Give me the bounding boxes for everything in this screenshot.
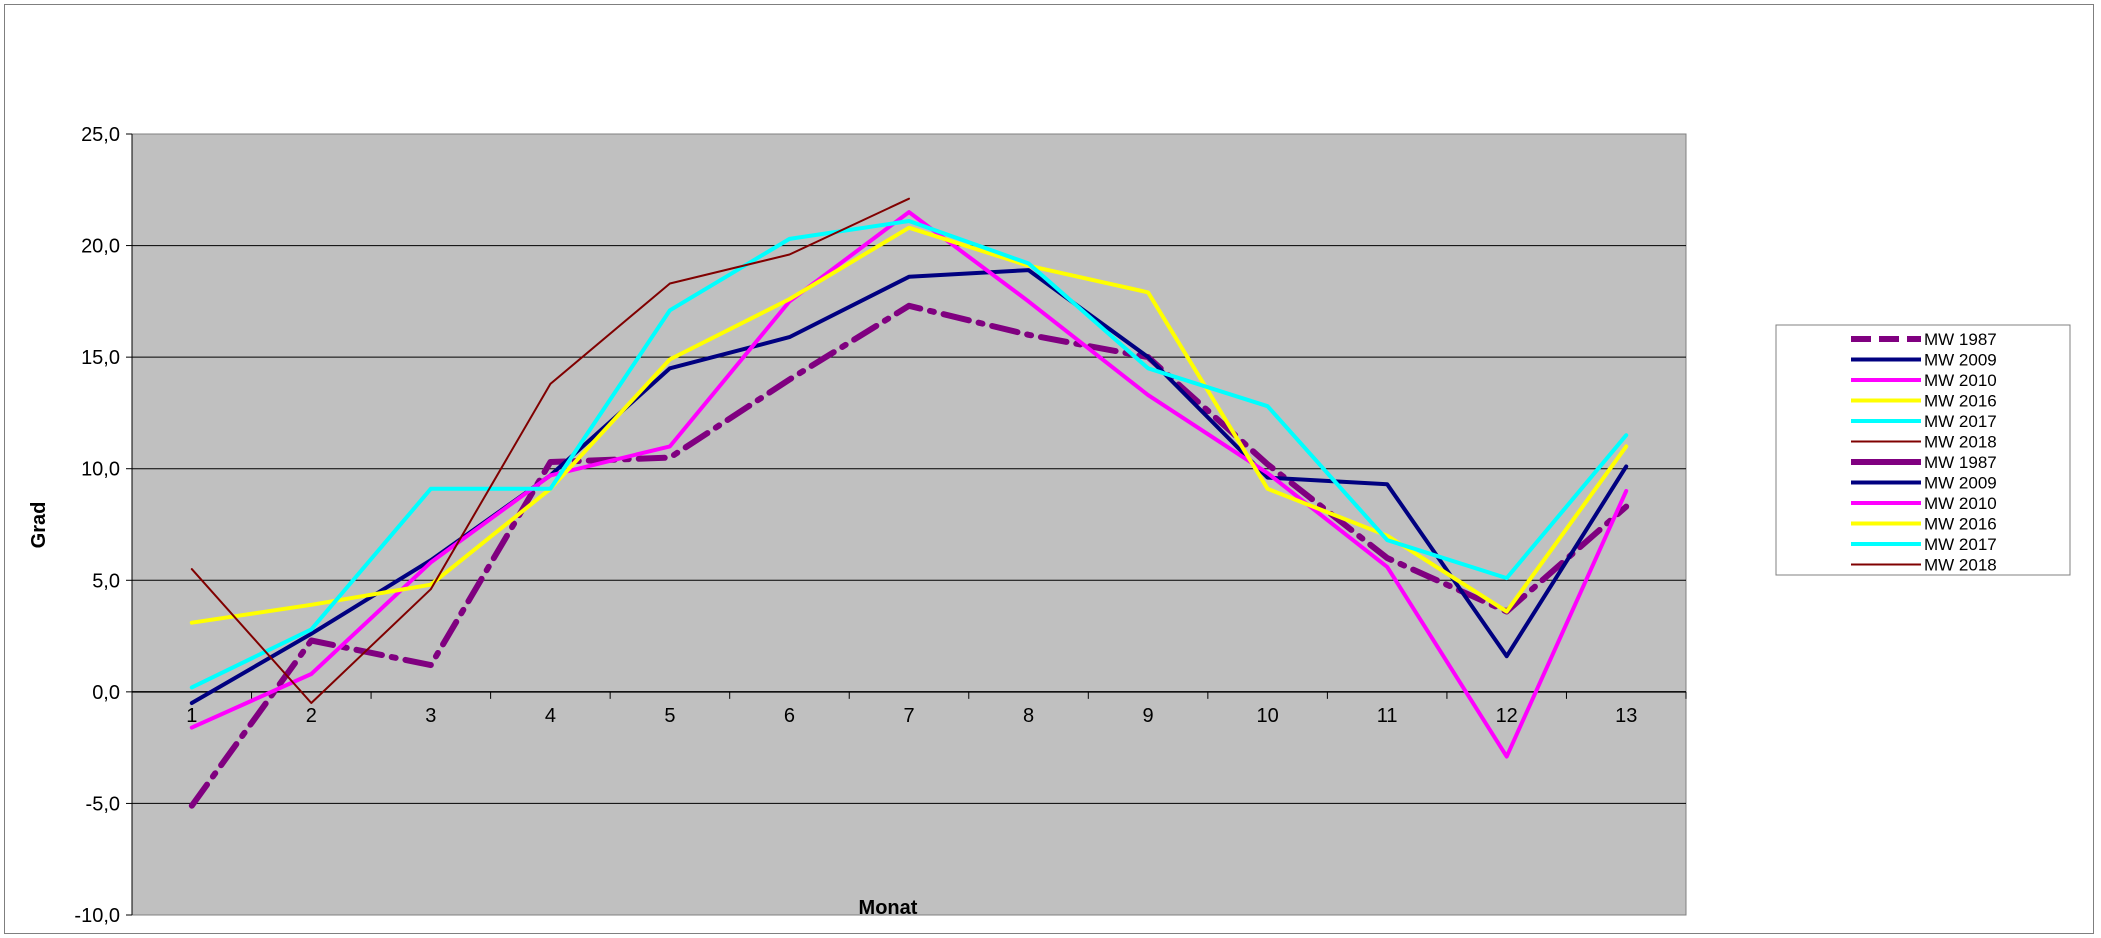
x-axis: 1 2 3 4 5 6 7 8 9 10 11 12 13	[131, 691, 1687, 727]
y-tick-label: 20,0	[81, 236, 120, 258]
x-tick-label: 1	[186, 705, 197, 727]
y-tick-label: 25,0	[81, 124, 120, 146]
legend-label: MW 2016	[1924, 515, 1997, 534]
series-layer	[188, 197, 1630, 809]
y-tick-label: 10,0	[81, 459, 120, 481]
y-tick-label: 15,0	[81, 347, 120, 369]
legend-label: MW 1987	[1924, 330, 1997, 349]
chart-frame: 1 2 3 4 5 6 7 8 9 10 11 12 13 -10,0 -5,0 0,0 5,0 10,0 15,…	[4, 4, 2094, 934]
legend-label: MW 1987	[1924, 453, 1997, 472]
series-line-mw-2010	[189, 210, 1629, 759]
x-tick-label: 3	[425, 705, 436, 727]
series-line-mw-2017	[189, 219, 1629, 690]
x-axis-title: Monat	[859, 897, 918, 919]
x-tick-label: 7	[903, 705, 914, 727]
y-tick-label: 0,0	[92, 682, 120, 704]
legend-label: MW 2010	[1924, 494, 1997, 513]
series-line-mw-2016	[189, 225, 1629, 625]
y-tick-label: -10,0	[74, 905, 120, 927]
legend-label: MW 2017	[1924, 535, 1997, 554]
legend-label: MW 2009	[1924, 474, 1997, 493]
x-tick-label: 12	[1496, 705, 1518, 727]
y-tick-label: -5,0	[86, 793, 120, 815]
line-chart: 1 2 3 4 5 6 7 8 9 10 11 12 13 -10,0-5,00,05,010,015,…	[28, 124, 2071, 927]
x-tick-label: 10	[1256, 705, 1278, 727]
x-tick-label: 9	[1143, 705, 1154, 727]
x-tick-label: 5	[664, 705, 675, 727]
x-tick-label: 8	[1023, 705, 1034, 727]
x-tick-label: 11	[1377, 705, 1398, 727]
x-tick-label: 6	[784, 705, 795, 727]
plot-area	[131, 133, 1687, 916]
legend-label: MW 2010	[1924, 371, 1997, 390]
legend-label: MW 2009	[1924, 351, 1997, 370]
legend-label: MW 2016	[1924, 392, 1997, 411]
x-tick-label: 2	[306, 705, 317, 727]
x-tick-label: 4	[545, 705, 556, 727]
y-axis-title: Grad	[28, 502, 50, 549]
legend-label: MW 2018	[1924, 556, 1997, 575]
legend-box	[1775, 324, 2071, 576]
y-tick-label: 5,0	[92, 570, 120, 592]
y-axis: -10,0 -5,0 0,0 5,0 10,0 15,0 20,0 25,0	[74, 124, 133, 927]
legend-label: MW 2018	[1924, 433, 1997, 452]
legend-label: MW 2017	[1924, 412, 1997, 431]
series-line-mw-2018	[190, 197, 910, 704]
x-tick-label: 13	[1615, 705, 1637, 727]
series-line-mw-1987	[188, 302, 1630, 809]
